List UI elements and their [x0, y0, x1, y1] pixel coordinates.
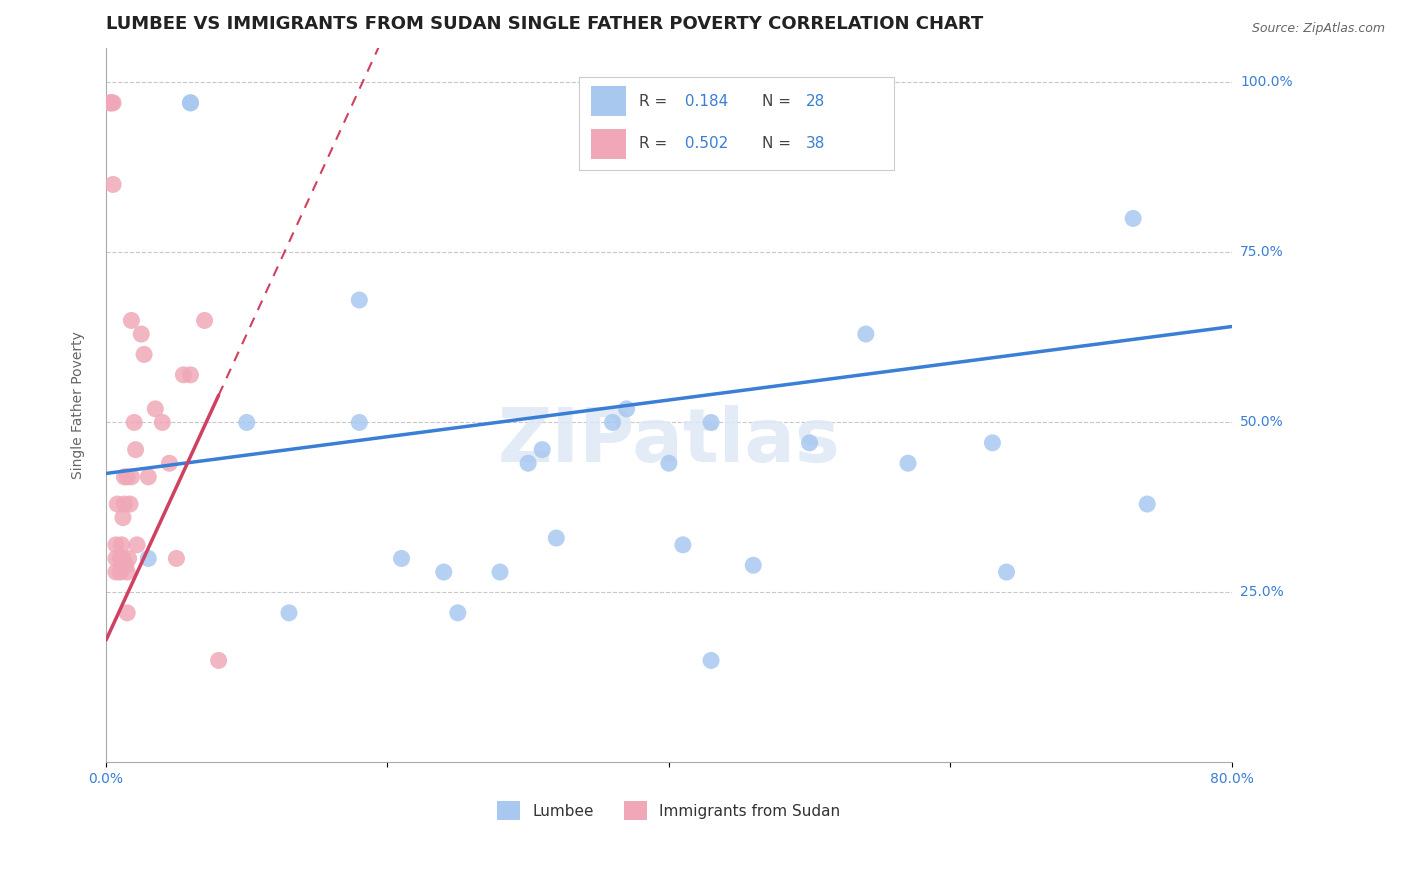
Point [112, 497, 135, 511]
Point [115, 470, 138, 484]
Point [207, 653, 229, 667]
Point [616, 401, 638, 416]
Point [124, 442, 146, 457]
Point [349, 416, 371, 430]
Y-axis label: Single Father Poverty: Single Father Poverty [72, 332, 86, 479]
Point [349, 293, 371, 307]
Point [101, 95, 124, 110]
Point [531, 442, 554, 457]
Point [104, 551, 127, 566]
Point [112, 470, 135, 484]
Point [995, 565, 1018, 579]
Point [236, 416, 259, 430]
Point [165, 551, 187, 566]
Point [981, 435, 1004, 450]
Point [108, 565, 131, 579]
Point [98, 95, 121, 110]
Point [120, 470, 142, 484]
Point [136, 470, 159, 484]
Legend: Lumbee, Immigrants from Sudan: Lumbee, Immigrants from Sudan [491, 796, 846, 826]
Text: Source: ZipAtlas.com: Source: ZipAtlas.com [1251, 22, 1385, 36]
Point [658, 456, 681, 470]
Text: 100.0%: 100.0% [1240, 76, 1292, 89]
Point [855, 326, 877, 341]
Point [100, 95, 122, 110]
Point [1122, 211, 1144, 226]
Point [129, 326, 152, 341]
Point [157, 456, 180, 470]
Point [132, 347, 155, 361]
Point [143, 401, 166, 416]
Point [136, 551, 159, 566]
Point [193, 313, 215, 327]
Point [104, 538, 127, 552]
Point [672, 538, 695, 552]
Point [110, 538, 132, 552]
Point [172, 368, 194, 382]
Point [115, 565, 138, 579]
Point [98, 95, 121, 110]
Text: ZIPatlas: ZIPatlas [498, 405, 841, 477]
Point [391, 551, 413, 566]
Point [117, 551, 139, 566]
Point [602, 416, 624, 430]
Point [150, 416, 173, 430]
Point [120, 313, 142, 327]
Point [799, 435, 821, 450]
Point [897, 456, 920, 470]
Point [179, 368, 201, 382]
Text: 75.0%: 75.0% [1240, 245, 1284, 260]
Point [433, 565, 456, 579]
Point [125, 538, 148, 552]
Point [101, 178, 124, 192]
Point [104, 565, 127, 579]
Point [700, 653, 723, 667]
Point [179, 95, 201, 110]
Point [742, 558, 765, 573]
Point [114, 558, 136, 573]
Point [122, 416, 145, 430]
Text: 50.0%: 50.0% [1240, 416, 1284, 429]
Point [105, 497, 128, 511]
Point [447, 606, 470, 620]
Point [489, 565, 512, 579]
Point [179, 95, 201, 110]
Point [546, 531, 568, 545]
Point [108, 551, 131, 566]
Text: 25.0%: 25.0% [1240, 585, 1284, 599]
Point [517, 456, 540, 470]
Point [1136, 497, 1159, 511]
Point [700, 416, 723, 430]
Point [278, 606, 301, 620]
Point [111, 510, 134, 524]
Text: LUMBEE VS IMMIGRANTS FROM SUDAN SINGLE FATHER POVERTY CORRELATION CHART: LUMBEE VS IMMIGRANTS FROM SUDAN SINGLE F… [105, 15, 983, 33]
Point [115, 606, 138, 620]
Point [118, 497, 141, 511]
Point [111, 551, 134, 566]
